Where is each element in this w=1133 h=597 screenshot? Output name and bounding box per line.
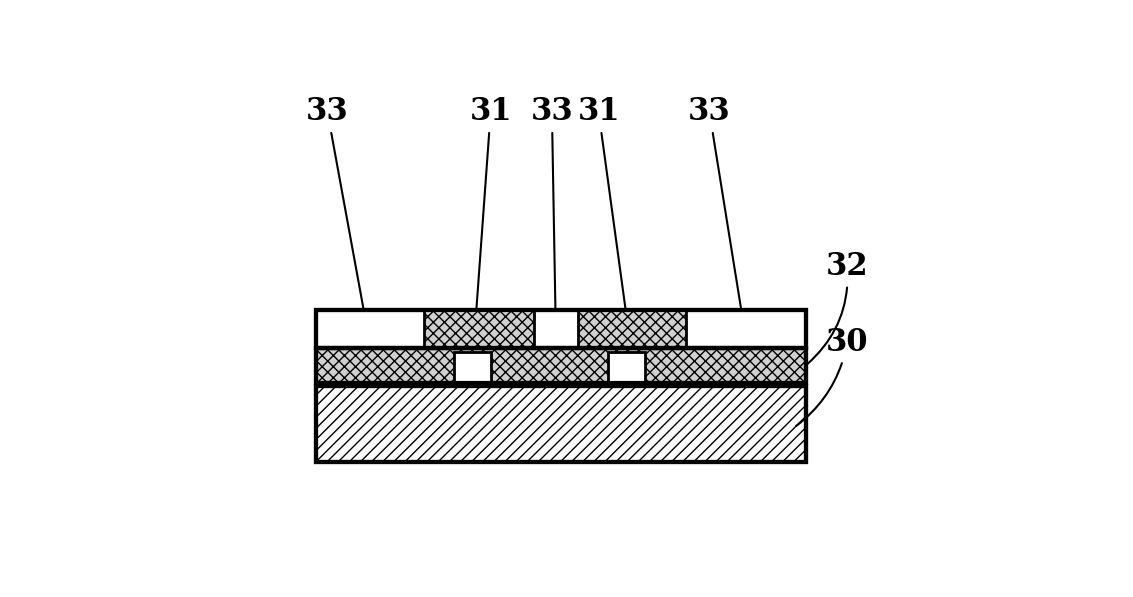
Bar: [316, 310, 806, 348]
Text: 33: 33: [530, 96, 573, 327]
Text: 31: 31: [578, 96, 628, 327]
Text: 33: 33: [688, 96, 744, 327]
Text: 33: 33: [306, 96, 367, 327]
Text: 32: 32: [808, 251, 869, 364]
Text: 31: 31: [469, 96, 512, 327]
Bar: [316, 386, 806, 461]
Bar: [316, 310, 806, 348]
Bar: [454, 352, 491, 383]
Bar: [316, 386, 806, 461]
Bar: [316, 348, 806, 383]
Bar: [316, 348, 806, 383]
Bar: [608, 352, 645, 383]
Text: 30: 30: [796, 327, 869, 426]
Bar: [578, 310, 685, 348]
Bar: [424, 310, 534, 348]
